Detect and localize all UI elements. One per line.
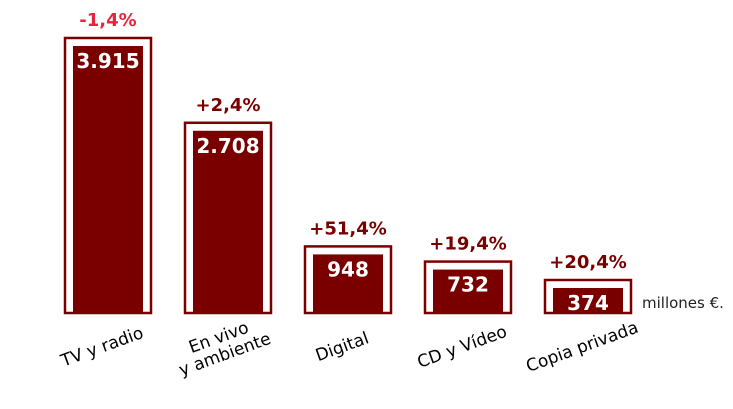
bar-value-label: 3.915 <box>76 49 139 73</box>
change-label: +51,4% <box>309 218 387 239</box>
change-label: +20,4% <box>549 252 627 273</box>
category-label: En vivoy ambiente <box>170 312 274 381</box>
bar <box>73 46 143 313</box>
bar-value-label: 732 <box>447 273 489 297</box>
category-label-group: En vivoy ambiente <box>170 312 274 381</box>
change-label: -1,4% <box>79 10 136 31</box>
unit-label: millones €. <box>642 294 724 312</box>
bar <box>313 254 383 313</box>
category-label: Copia privada <box>524 318 642 377</box>
category-label-group: Copia privada <box>524 318 642 377</box>
change-label: +19,4% <box>429 234 507 255</box>
bar-value-label: 948 <box>327 257 369 281</box>
category-label: TV y radio <box>57 323 146 372</box>
category-label-group: TV y radio <box>57 323 146 372</box>
category-label-group: Digital <box>313 328 372 366</box>
bar <box>193 130 263 313</box>
bars-group: 3.915 -1,4% 2.708 +2,4% 948 +51,4% 732 +19,4% 37… <box>63 10 633 315</box>
bar <box>433 269 503 313</box>
category-label: Digital <box>313 328 372 366</box>
category-labels: TV y radio En vivoy ambiente Digital CD y V… <box>57 312 642 381</box>
category-label: CD y Vídeo <box>415 322 510 373</box>
category-label-group: CD y Vídeo <box>415 322 510 373</box>
change-label: +2,4% <box>195 95 260 116</box>
bar <box>553 288 623 313</box>
bar-value-label: 374 <box>567 291 609 315</box>
bar-value-label: 2.708 <box>196 134 259 158</box>
